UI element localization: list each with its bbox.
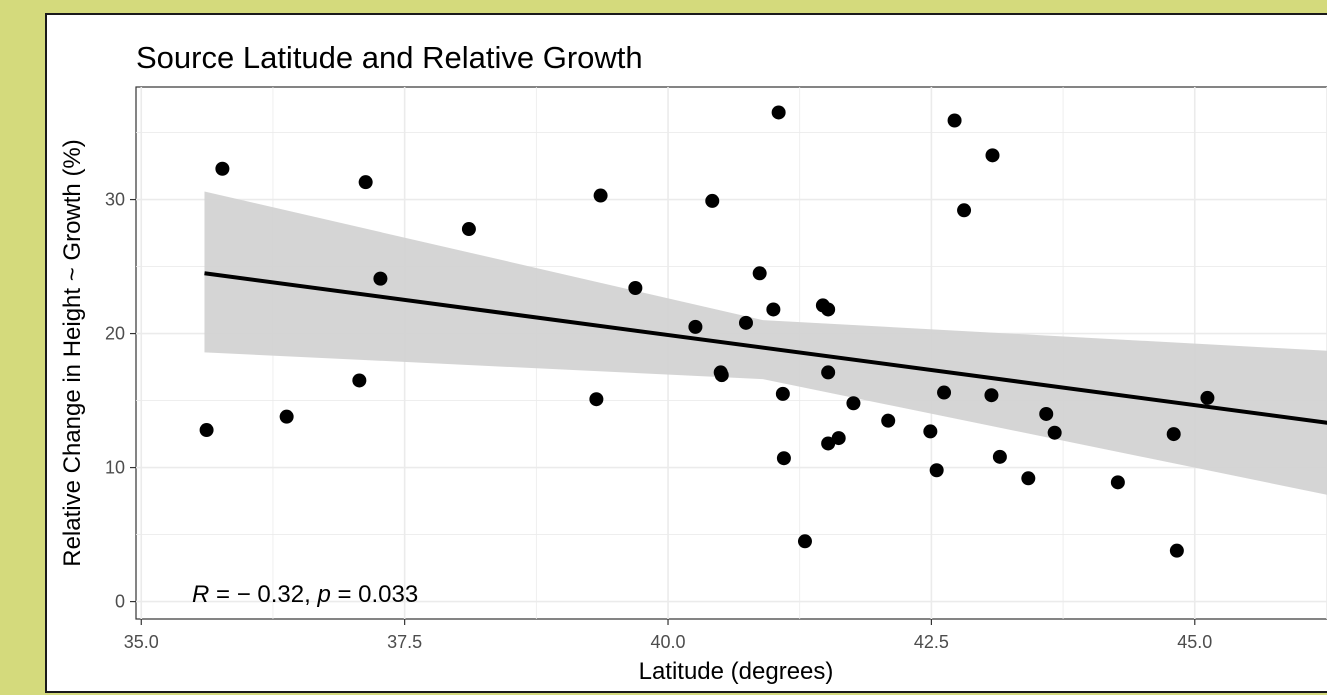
- p-symbol: p: [316, 581, 330, 608]
- data-points: [199, 105, 1215, 558]
- data-point: [199, 423, 214, 438]
- data-point: [358, 175, 373, 190]
- data-point: [846, 396, 861, 411]
- data-point: [797, 534, 812, 549]
- data-point: [881, 413, 896, 428]
- data-point: [1021, 471, 1036, 486]
- y-tick-label: 20: [105, 324, 125, 344]
- data-point: [821, 302, 836, 317]
- data-point: [923, 424, 938, 439]
- r-value: = − 0.32,: [209, 581, 317, 608]
- x-tick-label: 35.0: [124, 632, 159, 652]
- data-point: [593, 188, 608, 203]
- data-point: [373, 271, 388, 286]
- data-point: [1166, 427, 1181, 442]
- chart-title: Source Latitude and Relative Growth: [136, 40, 643, 75]
- x-tick-label: 42.5: [914, 632, 949, 652]
- data-point: [984, 388, 999, 403]
- data-point: [985, 148, 1000, 163]
- data-point: [821, 436, 836, 451]
- data-point: [766, 302, 781, 317]
- data-point: [1039, 406, 1054, 421]
- y-axis-title: Relative Change in Height ~ Growth (%): [59, 139, 86, 567]
- data-point: [775, 386, 790, 401]
- data-point: [937, 385, 952, 400]
- data-point: [957, 203, 972, 218]
- correlation-annotation: R = − 0.32, p = 0.033: [192, 581, 418, 608]
- x-tick-label: 37.5: [387, 632, 422, 652]
- y-tick-label: 30: [105, 190, 125, 210]
- data-point: [461, 222, 476, 237]
- data-point: [821, 365, 836, 380]
- scatter-chart: Source Latitude and Relative Growth 35.0…: [59, 40, 1327, 685]
- y-tick-label: 0: [115, 592, 125, 612]
- data-point: [352, 373, 367, 388]
- p-value: = 0.033: [331, 581, 418, 608]
- data-point: [929, 463, 944, 478]
- data-point: [714, 368, 729, 383]
- regression-line: [204, 271, 1327, 425]
- data-point: [738, 315, 753, 330]
- data-point: [215, 161, 230, 176]
- data-point: [771, 105, 786, 120]
- data-point: [752, 266, 767, 281]
- data-point: [1200, 390, 1215, 405]
- data-point: [992, 449, 1007, 464]
- r-symbol: R: [192, 581, 209, 608]
- x-axis-title: Latitude (degrees): [639, 658, 834, 685]
- data-point: [279, 409, 294, 424]
- data-point: [776, 451, 791, 466]
- axis-ticks: 35.0 37.5 40.0 42.5 45.0 0 10 20 30: [105, 190, 1212, 652]
- data-point: [688, 319, 703, 334]
- data-point: [947, 113, 962, 128]
- data-point: [1110, 475, 1125, 490]
- x-tick-label: 40.0: [650, 632, 685, 652]
- data-point: [1047, 425, 1062, 440]
- data-point: [831, 431, 846, 446]
- x-tick-label: 45.0: [1177, 632, 1212, 652]
- y-tick-label: 10: [105, 458, 125, 478]
- data-point: [628, 281, 643, 296]
- chart-panel: Source Latitude and Relative Growth 35.0…: [45, 13, 1327, 693]
- data-point: [1169, 543, 1184, 558]
- data-point: [705, 193, 720, 208]
- data-point: [589, 392, 604, 407]
